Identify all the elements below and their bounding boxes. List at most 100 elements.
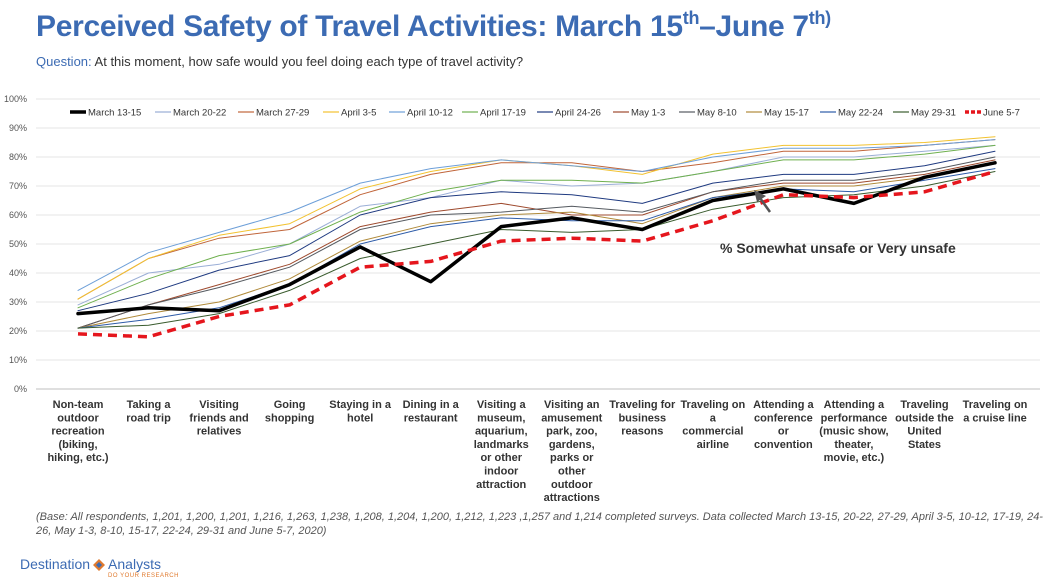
x-tick-label: Traveling outside the United States [895,399,954,451]
x-tick-label-line: recreation [51,426,104,438]
x-tick-label-line: Taking a [127,399,172,411]
x-tick-label: Attending a performance (music show, theate… [819,399,888,464]
x-tick-label-line: theater, [834,439,873,451]
y-tick-label: 50% [9,239,27,249]
legend-label: May 29-31 [911,108,956,119]
x-tick-label-line: a [710,412,717,424]
y-tick-label: 70% [9,181,27,191]
series-lines [76,136,997,339]
x-tick-label-line: airline [697,439,729,451]
legend-label: April 24-26 [555,108,601,119]
x-tick-label-line: outdoor [57,412,99,424]
x-tick-label-line: Staying in a [329,399,392,411]
y-axis-ticks: 0% 10% 20% 30% 40% 50% 60% 70% 80% 90% 100% [4,94,27,394]
y-tick-label: 80% [9,152,27,162]
x-tick-label-line: or [778,426,790,438]
x-tick-label-line: United [907,426,941,438]
y-tick-label: 90% [9,123,27,133]
legend-label: April 10-12 [407,108,453,119]
base-note: (Base: All respondents, 1,201, 1,200, 1,… [36,511,1043,537]
x-tick-label: Non-team outdoor recreation (biking, hiking,… [47,399,108,464]
legend-label: June 5-7 [983,108,1020,119]
x-tick-label: Attending a conference or convention [753,399,814,451]
y-tick-label: 60% [9,210,27,220]
legend-label: May 1-3 [631,108,665,119]
series-line-8 [77,156,996,329]
x-tick-label-line: a cruise line [963,412,1027,424]
x-tick-label-line: Traveling for [609,399,676,411]
x-tick-label: Taking a road trip [126,399,171,424]
legend-label: April 3-5 [341,108,376,119]
x-tick-label: Going shopping [265,399,315,424]
series-line-12 [77,169,996,339]
legend-label: March 27-29 [256,108,309,119]
x-tick-label: Staying in a hotel [329,399,392,424]
y-tick-label: 10% [9,355,27,365]
question-text: At this moment, how safe would you feel … [91,54,524,69]
x-tick-label-line: amusement [541,412,602,424]
x-tick-label-line: Attending a [753,399,814,411]
x-tick-label-line: commercial [682,426,743,438]
x-tick-label: Visiting friends and relatives [189,399,248,438]
x-tick-label-line: hiking, etc.) [47,452,108,464]
logo-text-2: Analysts [108,556,161,572]
title-sup-2: th) [808,8,831,28]
x-tick-label-line: Traveling [900,399,948,411]
series-line-3 [77,136,996,300]
x-tick-label-line: Traveling on [680,399,745,411]
annotation-text: % Somewhat unsafe or Very unsafe [720,240,956,256]
question-label: Question: [36,54,92,69]
x-tick-label-line: Attending a [824,399,885,411]
gridlines [36,98,1040,390]
x-tick-label-line: Non-team [53,399,104,411]
legend-label: May 8-10 [697,108,737,119]
x-axis-labels: Non-team outdoor recreation (biking, hiking,… [47,399,1027,504]
series-line-6 [77,150,996,312]
y-tick-label: 20% [9,326,27,336]
chart-title: Perceived Safety of Travel Activities: M… [36,8,831,44]
company-logo: Destination Analysts DO YOUR RESEARCH [20,556,179,579]
x-tick-label-line: friends and [189,412,248,424]
series-line-11 [77,171,996,329]
x-tick-label: Traveling on a commercial airline [680,399,745,451]
x-tick-label-line: parks or [550,452,594,464]
title-sup-1: th [682,8,700,28]
x-tick-label-line: aquarium, [475,426,528,438]
legend-label: May 22-24 [838,108,883,119]
series-line-5 [77,144,996,309]
legend-label: April 17-19 [480,108,526,119]
x-tick-label-line: Traveling on [963,399,1028,411]
y-tick-label: 0% [14,384,27,394]
series-line-4 [77,139,996,291]
x-tick-label-line: States [908,439,941,451]
logo-tagline: DO YOUR RESEARCH [108,573,179,579]
legend-label: March 13-15 [88,108,141,119]
x-tick-label-line: hotel [347,412,373,424]
series-line-1 [77,144,996,306]
x-tick-label: Dining in a restaurant [403,399,460,424]
x-tick-label-line: outside the [895,412,954,424]
x-tick-label-line: Visiting a [477,399,527,411]
x-tick-label-line: or other [480,452,522,464]
question-line: Question: At this moment, how safe would… [36,54,523,69]
x-tick-label-line: road trip [126,412,171,424]
x-tick-label-line: Visiting an [544,399,600,411]
x-tick-label: Traveling on a cruise line [963,399,1028,424]
logo-text: Destination [20,556,91,572]
series-line-0 [76,161,997,316]
x-tick-label: Traveling for business reasons [609,399,676,438]
annotation-arrow-shaft [758,197,772,213]
y-tick-label: 30% [9,297,27,307]
x-tick-label-line: attraction [476,479,526,491]
x-tick-label-line: Going [274,399,306,411]
x-tick-label: Visiting a museum, aquarium, landmarks or ot… [474,399,529,491]
x-tick-label-line: business [618,412,666,424]
x-tick-label-line: reasons [621,426,663,438]
annotation-arrow-head [754,190,766,202]
title-main: Perceived Safety of Travel Activities: M… [36,10,683,43]
x-tick-label-line: performance [821,412,888,424]
y-tick-label: 100% [4,94,27,104]
series-line-9 [77,162,996,329]
x-tick-label-line: restaurant [404,412,458,424]
